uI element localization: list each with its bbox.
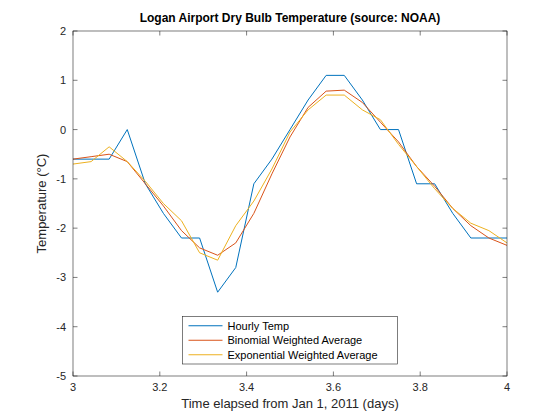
y-tick-label: -2 xyxy=(56,222,66,234)
x-tick-label: 4 xyxy=(504,381,510,393)
legend-swatch xyxy=(189,354,223,355)
legend-swatch xyxy=(189,340,223,341)
legend-box xyxy=(183,317,398,365)
plot-area xyxy=(73,31,507,376)
y-tick xyxy=(73,80,507,81)
x-axis-label: Time elapsed from Jan 1, 2011 (days) xyxy=(181,396,399,411)
y-tick-label: -4 xyxy=(56,321,66,333)
chart: 3 3.2 3.4 3.6 3.8 4 -5 -4 -3 -2 -1 0 1 2 Logan Airport… xyxy=(0,0,560,420)
legend-label: Hourly Temp xyxy=(228,320,290,332)
y-tick xyxy=(73,277,507,278)
legend-label: Exponential Weighted Average xyxy=(228,349,378,361)
y-tick-label: -3 xyxy=(56,271,66,283)
y-tick xyxy=(73,178,507,179)
legend: Hourly Temp Binomial Weighted Average Expo… xyxy=(183,317,398,365)
y-tick xyxy=(73,228,507,229)
y-tick-label: 2 xyxy=(60,25,66,37)
x-tick xyxy=(159,31,160,376)
y-tick-label: -5 xyxy=(56,370,66,382)
y-tick-label: -1 xyxy=(56,173,66,185)
y-axis-label: Temperature (°C) xyxy=(34,154,49,254)
y-tick-label: 0 xyxy=(60,124,66,136)
x-tick-label: 3 xyxy=(70,381,76,393)
series-line xyxy=(73,75,507,292)
title: Logan Airport Dry Bulb Temperature (sour… xyxy=(140,11,441,25)
axes-frame xyxy=(73,31,507,376)
legend-label: Binomial Weighted Average xyxy=(228,334,363,346)
x-tick-label: 3.4 xyxy=(239,381,254,393)
x-tick-label: 3.6 xyxy=(326,381,341,393)
background xyxy=(0,0,560,420)
x-tick xyxy=(420,31,421,376)
x-tick-label: 3.2 xyxy=(152,381,167,393)
series-line xyxy=(73,95,507,260)
series-group xyxy=(73,75,507,292)
x-tick-label: 3.8 xyxy=(413,381,428,393)
y-tick-label: 1 xyxy=(60,74,66,86)
legend-swatch xyxy=(189,325,223,326)
